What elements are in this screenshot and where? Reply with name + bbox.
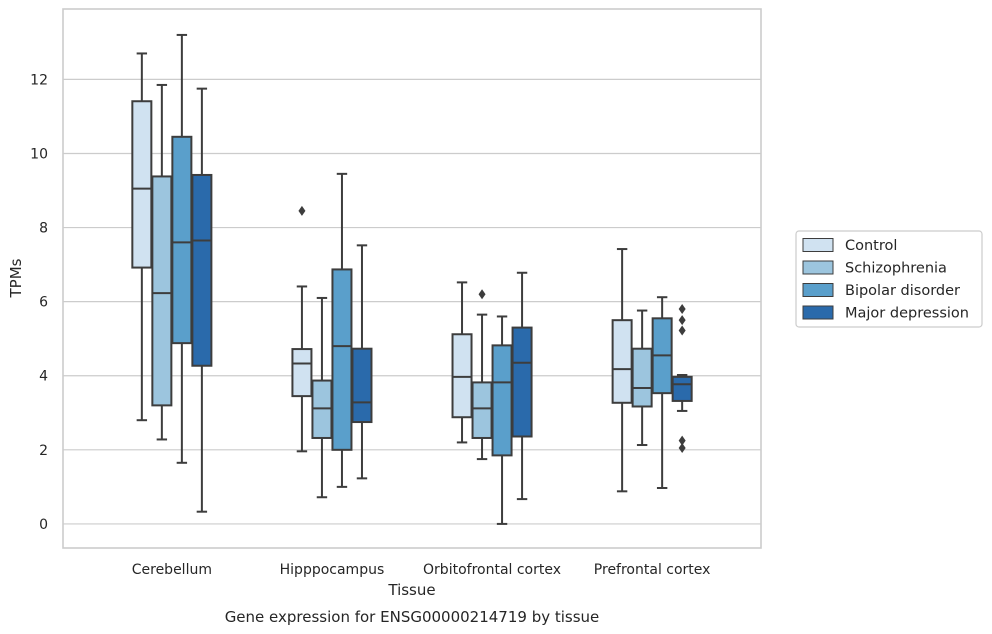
box-iqr	[171, 135, 193, 345]
y-tick-label: 4	[39, 369, 48, 385]
box-iqr	[131, 100, 153, 269]
box-iqr	[451, 333, 473, 419]
legend-entry: Bipolar disorder	[845, 283, 960, 299]
box-iqr	[611, 319, 633, 404]
box-control	[291, 205, 313, 453]
legend-swatch	[802, 260, 834, 275]
box-iqr	[151, 175, 173, 407]
box-iqr	[331, 268, 353, 451]
box-control	[611, 248, 633, 493]
box-groups	[131, 33, 693, 525]
chart-caption: Gene expression for ENSG00000214719 by t…	[225, 608, 600, 626]
box-major-depression	[671, 304, 693, 453]
x-tick-label: Orbitofrontal cortex	[423, 562, 561, 578]
box-bipolar-disorder	[651, 296, 673, 489]
legend-frame	[795, 230, 983, 328]
x-axis-label: Tissue	[387, 581, 435, 599]
box-schizophrenia	[631, 309, 653, 447]
box-bipolar-disorder	[331, 172, 353, 488]
plot-frame	[62, 8, 762, 549]
legend: Control Schizophrenia Bipolar disorder Majo…	[795, 230, 983, 328]
y-tick-labels: 0 2 4 6 8 10 12	[30, 72, 48, 533]
box-iqr	[351, 347, 373, 424]
x-tick-label: Cerebellum	[132, 562, 212, 578]
box-schizophrenia	[471, 289, 493, 461]
outlier-point	[678, 435, 686, 446]
y-tick-label: 12	[30, 72, 48, 88]
x-tick-label: Prefrontal cortex	[594, 562, 711, 578]
box-bipolar-disorder	[491, 315, 513, 525]
box-iqr	[471, 381, 493, 439]
outlier-point	[298, 205, 306, 216]
box-iqr	[671, 375, 693, 402]
y-tick-label: 2	[39, 443, 48, 459]
box-major-depression	[191, 87, 213, 513]
outlier-point	[678, 315, 686, 326]
box-control	[131, 52, 153, 422]
legend-swatch	[802, 283, 834, 297]
box-major-depression	[511, 271, 533, 501]
y-tick-label: 10	[30, 146, 48, 162]
box-iqr	[191, 173, 213, 367]
box-bipolar-disorder	[171, 33, 193, 464]
legend-entry: Schizophrenia	[845, 261, 947, 277]
legend-swatch	[802, 305, 834, 320]
outlier-point	[678, 304, 686, 315]
y-tick-label: 6	[39, 295, 48, 311]
outlier-point	[678, 325, 686, 336]
box-schizophrenia	[151, 83, 173, 441]
box-control	[451, 281, 473, 444]
legend-entry: Control	[845, 238, 897, 254]
y-axis-label: TPMs	[7, 258, 25, 298]
box-iqr	[491, 344, 513, 457]
box-iqr	[291, 348, 313, 398]
box-iqr	[631, 347, 653, 408]
box-iqr	[511, 326, 533, 438]
y-tick-label: 8	[39, 221, 48, 237]
box-schizophrenia	[311, 296, 333, 499]
outlier-point	[478, 289, 486, 300]
legend-swatch	[802, 238, 834, 252]
y-tick-label: 0	[39, 517, 48, 533]
x-tick-labels: Cerebellum Hipppocampus Orbitofrontal cort…	[132, 562, 711, 578]
outlier-point	[678, 442, 686, 453]
box-major-depression	[351, 244, 373, 480]
legend-entry: Major depression	[845, 306, 969, 322]
x-tick-label: Hipppocampus	[280, 562, 385, 578]
